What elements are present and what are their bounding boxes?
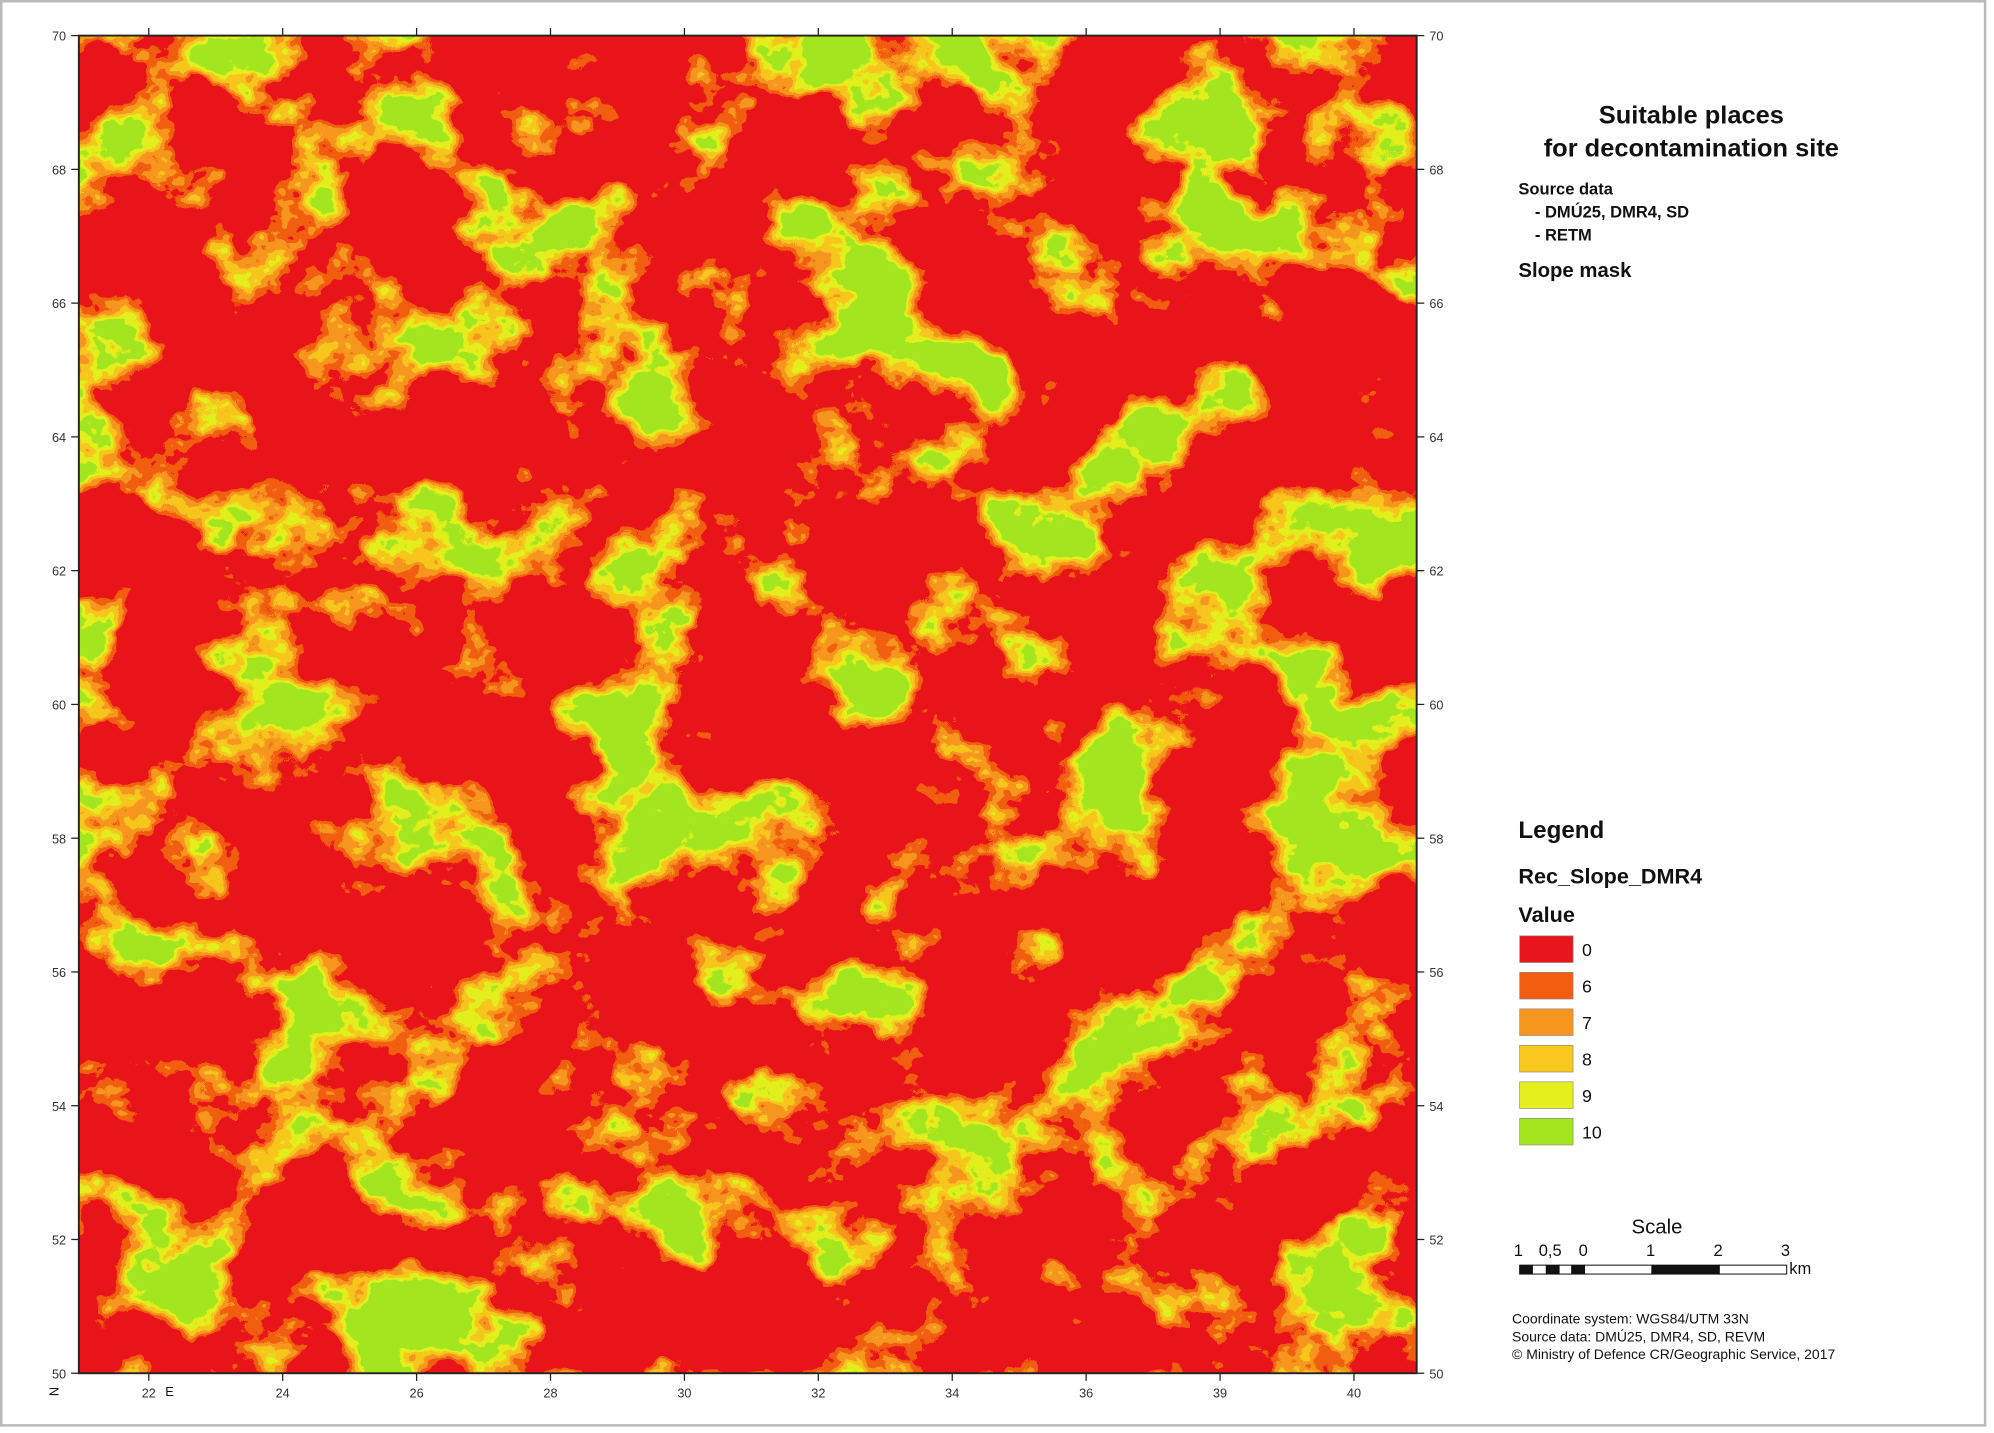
- scale-label: 2: [1713, 1241, 1722, 1260]
- source-heading: Source data: [1518, 180, 1613, 199]
- scale-label: 0,5: [1539, 1241, 1562, 1260]
- frame-label: 50: [52, 1366, 66, 1381]
- scale-segment: [1651, 1264, 1720, 1275]
- title-line: Suitable places: [1599, 101, 1784, 129]
- scale-segment: [1718, 1264, 1788, 1275]
- frame-label: 52: [1429, 1233, 1443, 1248]
- frame-label: 58: [52, 831, 66, 846]
- legend-label: 6: [1582, 977, 1592, 997]
- frame-label: 26: [410, 1385, 424, 1400]
- frame-label: 36: [1079, 1385, 1093, 1400]
- legend-swatch: [1519, 1044, 1574, 1073]
- legend-layer: Rec_Slope_DMR4: [1518, 864, 1702, 889]
- frame-label: 40: [1347, 1385, 1361, 1400]
- footer-line: Coordinate system: WGS84/UTM 33N: [1512, 1311, 1749, 1327]
- footer-line: © Ministry of Defence CR/Geographic Serv…: [1512, 1346, 1835, 1362]
- scale-segment: [1558, 1264, 1573, 1275]
- scale-segment: [1545, 1264, 1560, 1275]
- frame-label: 56: [52, 965, 66, 980]
- frame-label: 22: [142, 1385, 156, 1400]
- frame-label: 70: [1429, 29, 1443, 44]
- legend-field: Value: [1518, 902, 1574, 927]
- legend-label: 9: [1582, 1086, 1592, 1106]
- north-label: N: [46, 1387, 61, 1396]
- legend-label: 7: [1582, 1013, 1592, 1033]
- legend-swatch: [1519, 1081, 1574, 1109]
- frame-label: 58: [1429, 831, 1443, 846]
- footer-line: Source data: DMÚ25, DMR4, SD, REVM: [1512, 1328, 1765, 1344]
- frame-label: 56: [1429, 965, 1443, 980]
- mask-label: Slope mask: [1518, 260, 1632, 282]
- frame-label: 54: [52, 1099, 66, 1114]
- frame-label: 54: [1429, 1099, 1443, 1114]
- legend-title: Legend: [1518, 817, 1604, 844]
- frame-label: 30: [677, 1385, 691, 1400]
- east-label: E: [165, 1384, 173, 1399]
- slope-raster: [78, 35, 1417, 1374]
- frame-label: 60: [52, 698, 66, 713]
- scale-label: 1: [1646, 1241, 1655, 1260]
- scale-title: Scale: [1632, 1216, 1683, 1238]
- frame-label: 52: [52, 1233, 66, 1248]
- frame-label: 64: [1429, 430, 1443, 445]
- frame-label: 28: [543, 1385, 557, 1400]
- frame-label: 64: [52, 430, 66, 445]
- scale-segment: [1531, 1264, 1547, 1275]
- source-item: - DMÚ25, DMR4, SD: [1535, 202, 1689, 221]
- scale-label: 3: [1781, 1241, 1790, 1260]
- scale-label: 0: [1579, 1241, 1588, 1260]
- scale-segment: [1519, 1264, 1533, 1275]
- legend-swatch: [1519, 1117, 1574, 1146]
- scale-segment: [1584, 1264, 1653, 1275]
- frame-label: 50: [1429, 1366, 1443, 1381]
- frame-label: 60: [1429, 698, 1443, 713]
- legend-swatch: [1519, 1008, 1574, 1036]
- frame-label: 62: [52, 564, 66, 579]
- frame-label: 70: [52, 29, 66, 44]
- legend-label: 0: [1582, 940, 1592, 960]
- legend-label: 10: [1582, 1123, 1602, 1143]
- scale-label: 1: [1514, 1241, 1523, 1260]
- frame-label: 66: [1429, 296, 1443, 311]
- legend-label: 8: [1582, 1050, 1592, 1070]
- frame-label: 66: [52, 296, 66, 311]
- frame-label: 32: [811, 1385, 825, 1400]
- frame-label: 62: [1429, 564, 1443, 579]
- frame-label: 39: [1213, 1385, 1227, 1400]
- scale-unit: km: [1789, 1259, 1811, 1278]
- frame-label: 24: [276, 1385, 290, 1400]
- frame-label: 34: [945, 1385, 959, 1400]
- legend-swatch: [1519, 935, 1574, 963]
- frame-label: 68: [1429, 162, 1443, 177]
- frame-label: 68: [52, 162, 66, 177]
- source-item: - RETM: [1535, 225, 1592, 244]
- scale-segment: [1571, 1264, 1586, 1275]
- title-line: for decontamination site: [1544, 134, 1839, 162]
- legend-swatch: [1519, 972, 1574, 1000]
